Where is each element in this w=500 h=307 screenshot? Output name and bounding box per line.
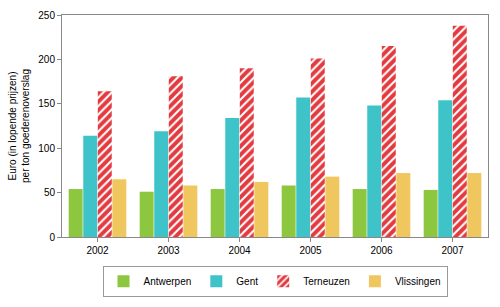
svg-text:2004: 2004 xyxy=(228,245,251,256)
svg-text:250: 250 xyxy=(38,10,55,21)
svg-text:0: 0 xyxy=(49,232,55,243)
svg-text:2006: 2006 xyxy=(370,245,393,256)
svg-text:100: 100 xyxy=(38,143,55,154)
svg-text:50: 50 xyxy=(44,187,56,198)
svg-text:Gent: Gent xyxy=(236,276,258,287)
svg-text:2007: 2007 xyxy=(441,245,464,256)
svg-text:2002: 2002 xyxy=(86,245,109,256)
svg-text:150: 150 xyxy=(38,98,55,109)
svg-text:2005: 2005 xyxy=(299,245,322,256)
svg-text:2003: 2003 xyxy=(157,245,180,256)
svg-text:Terneuzen: Terneuzen xyxy=(303,276,350,287)
svg-text:200: 200 xyxy=(38,54,55,65)
svg-text:Antwerpen: Antwerpen xyxy=(144,276,192,287)
svg-text:Euro (in lopende prijzen)per t: Euro (in lopende prijzen)per ton goedere… xyxy=(7,69,31,183)
svg-text:Vlissingen: Vlissingen xyxy=(395,276,441,287)
